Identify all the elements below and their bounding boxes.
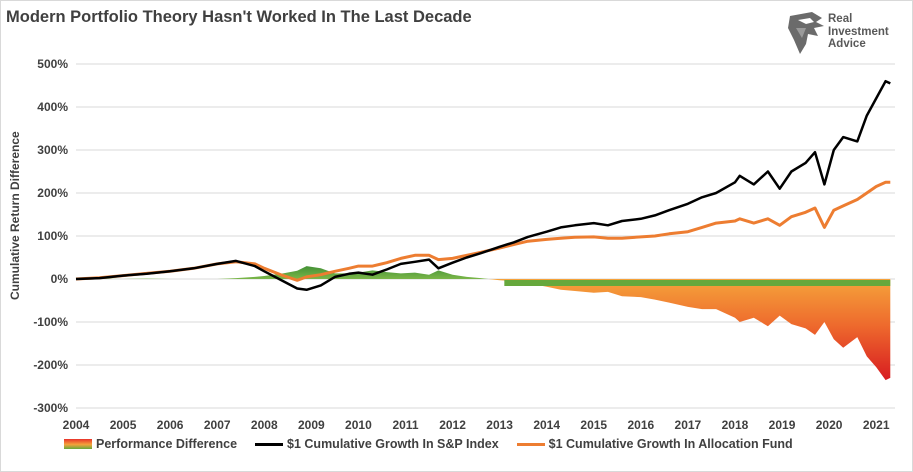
chart-plot: 500% 400% 300% 200% 100% 0% -100% -200% -300% 20… bbox=[33, 57, 895, 430]
x-tick-label: 2016 bbox=[627, 418, 654, 430]
y-tick-label: -200% bbox=[33, 358, 68, 372]
x-tick-label: 2019 bbox=[769, 418, 796, 430]
series-lines bbox=[75, 79, 891, 292]
difference-area-negative bbox=[76, 279, 891, 381]
x-tick-label: 2015 bbox=[580, 418, 607, 430]
legend-label: Performance Difference bbox=[96, 437, 238, 451]
chart-title: Modern Portfolio Theory Hasn't Worked In… bbox=[6, 8, 472, 26]
zero-band bbox=[504, 280, 891, 286]
legend-label: $1 Cumulative Growth In Allocation Fund bbox=[548, 437, 793, 451]
x-tick-label: 2021 bbox=[863, 418, 890, 430]
logo-text: Real Investment Advice bbox=[828, 13, 889, 51]
legend-label: $1 Cumulative Growth In S&P Index bbox=[287, 437, 499, 451]
legend-swatch-line bbox=[516, 442, 545, 446]
y-tick-label: 400% bbox=[37, 100, 68, 114]
x-tick-label: 2005 bbox=[110, 418, 137, 430]
x-tick-labels: 2004 2005 2006 2007 2008 2009 2010 2011 2012 2013… bbox=[63, 418, 890, 430]
y-tick-label: 100% bbox=[37, 229, 68, 243]
x-tick-label: 2018 bbox=[722, 418, 749, 430]
y-tick-label: 200% bbox=[37, 186, 68, 200]
gridlines bbox=[76, 63, 895, 409]
y-tick-label: -100% bbox=[33, 315, 68, 329]
zero-band-rect bbox=[504, 280, 891, 286]
x-tick-label: 2009 bbox=[298, 418, 325, 430]
x-tick-label: 2017 bbox=[675, 418, 702, 430]
legend-item-performance-difference: Performance Difference bbox=[64, 437, 237, 451]
legend: Performance Difference $1 Cumulative Gro… bbox=[64, 436, 811, 452]
x-tick-label: 2011 bbox=[392, 418, 418, 430]
legend-item-sp-index: $1 Cumulative Growth In S&P Index bbox=[255, 437, 499, 451]
line-allocation-fund bbox=[75, 180, 891, 282]
logo-line-2: Investment bbox=[828, 25, 889, 38]
y-tick-label: 300% bbox=[37, 143, 68, 157]
x-tick-label: 2008 bbox=[251, 418, 278, 430]
x-tick-label: 2004 bbox=[63, 418, 90, 430]
y-tick-label: 500% bbox=[37, 57, 68, 71]
x-tick-label: 2013 bbox=[486, 418, 513, 430]
logo: Real Investment Advice bbox=[786, 10, 906, 58]
x-tick-label: 2006 bbox=[157, 418, 184, 430]
legend-item-allocation-fund: $1 Cumulative Growth In Allocation Fund bbox=[516, 437, 793, 451]
y-tick-label: -300% bbox=[33, 401, 68, 415]
logo-line-3: Advice bbox=[828, 38, 866, 50]
legend-swatch-line bbox=[255, 442, 284, 446]
logo-line-1: Real bbox=[828, 13, 853, 25]
x-tick-label: 2007 bbox=[204, 418, 231, 430]
x-tick-label: 2020 bbox=[816, 418, 843, 430]
line-sp-index bbox=[75, 79, 891, 292]
eagle-head-icon bbox=[788, 12, 824, 54]
x-tick-label: 2012 bbox=[439, 418, 466, 430]
y-tick-labels: 500% 400% 300% 200% 100% 0% -100% -200% -300% bbox=[33, 57, 68, 415]
y-tick-label: 0% bbox=[51, 272, 69, 286]
x-tick-label: 2010 bbox=[345, 418, 372, 430]
legend-swatch-area bbox=[64, 439, 92, 449]
x-tick-label: 2014 bbox=[533, 418, 560, 430]
